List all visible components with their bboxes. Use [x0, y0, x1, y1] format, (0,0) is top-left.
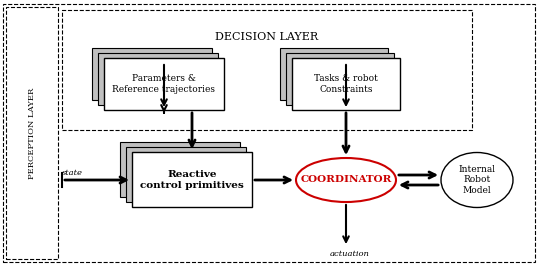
- FancyBboxPatch shape: [92, 48, 212, 100]
- Text: Parameters &
Reference trajectories: Parameters & Reference trajectories: [112, 74, 215, 94]
- FancyBboxPatch shape: [280, 48, 388, 100]
- Text: PERCEPTION LAYER: PERCEPTION LAYER: [28, 87, 36, 179]
- Text: state: state: [62, 169, 83, 177]
- FancyBboxPatch shape: [286, 53, 394, 105]
- Text: Reactive
control primitives: Reactive control primitives: [140, 170, 244, 190]
- Text: COORDINATOR: COORDINATOR: [300, 175, 392, 184]
- Text: Internal
Robot
Model: Internal Robot Model: [458, 165, 496, 195]
- FancyBboxPatch shape: [120, 142, 240, 197]
- Ellipse shape: [441, 152, 513, 207]
- Text: DECISION LAYER: DECISION LAYER: [215, 32, 319, 42]
- FancyBboxPatch shape: [98, 53, 218, 105]
- FancyBboxPatch shape: [132, 152, 252, 207]
- FancyBboxPatch shape: [126, 147, 246, 202]
- FancyBboxPatch shape: [104, 58, 224, 110]
- Text: Tasks & robot
Constraints: Tasks & robot Constraints: [314, 74, 378, 94]
- Text: actuation: actuation: [330, 250, 370, 258]
- FancyBboxPatch shape: [292, 58, 400, 110]
- Ellipse shape: [296, 158, 396, 202]
